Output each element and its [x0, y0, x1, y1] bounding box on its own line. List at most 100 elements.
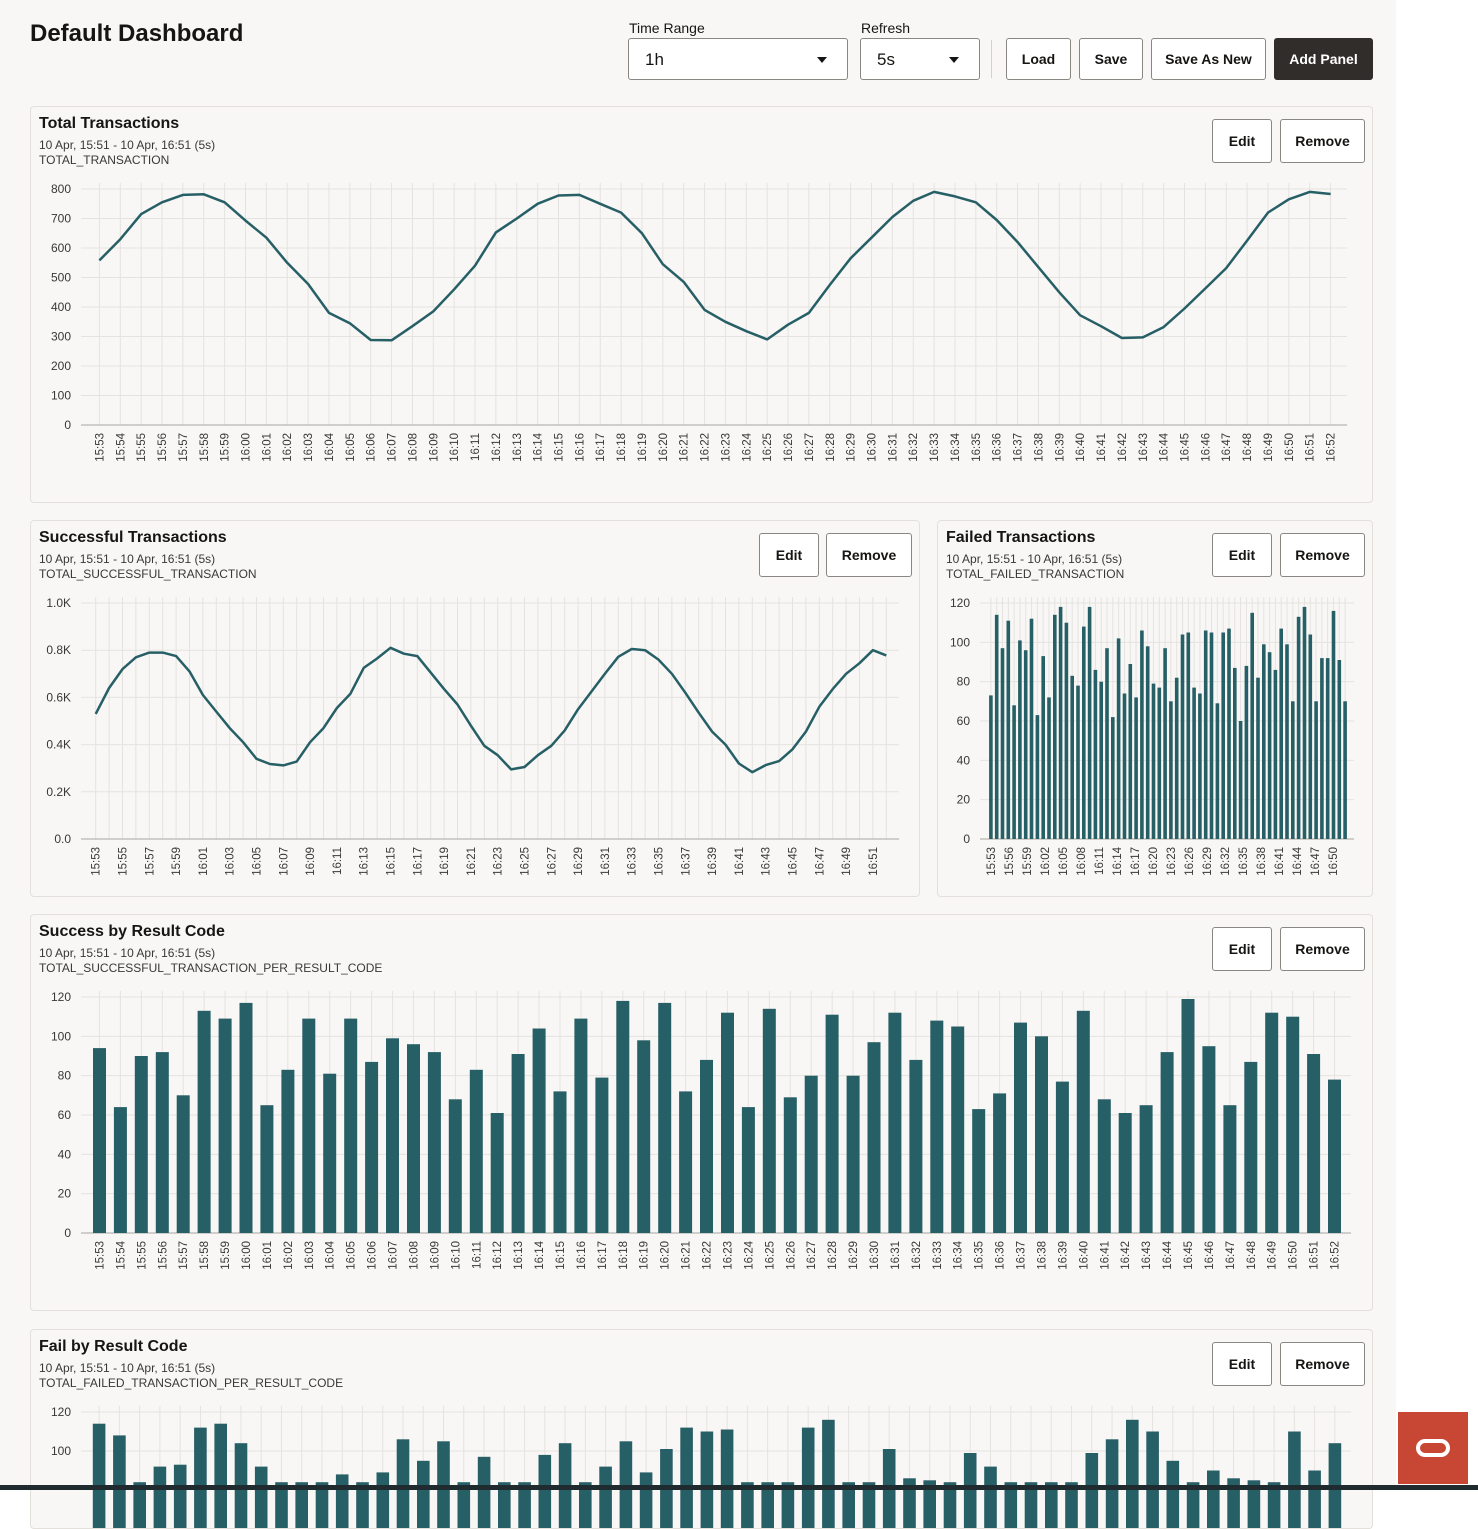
x-tick-label: 16:09	[428, 433, 440, 462]
x-tick-label: 16:20	[660, 1241, 672, 1270]
bar	[219, 1019, 232, 1233]
y-tick-label: 800	[51, 182, 71, 196]
x-tick-label: 15:57	[178, 1241, 190, 1270]
x-tick-label: 16:48	[1242, 433, 1254, 462]
x-tick-label: 15:59	[171, 847, 183, 876]
x-tick-label: 16:09	[305, 847, 317, 876]
x-tick-label: 16:49	[1263, 433, 1275, 462]
x-tick-label: 16:32	[1220, 847, 1232, 876]
time-range-select[interactable]: 1h	[628, 38, 848, 80]
load-button[interactable]: Load	[1006, 38, 1071, 80]
x-tick-label: 16:35	[1238, 847, 1250, 876]
bar	[428, 1052, 441, 1233]
bar	[909, 1060, 922, 1233]
time-range-label: Time Range	[629, 20, 705, 36]
x-tick-label: 16:26	[1184, 847, 1196, 876]
bar	[1338, 660, 1342, 839]
x-tick-label: 16:22	[702, 1241, 714, 1270]
bar	[802, 1428, 815, 1529]
bar	[1167, 1461, 1180, 1529]
panel-failed-transactions: Failed Transactions 10 Apr, 15:51 - 10 A…	[937, 520, 1373, 897]
bar	[1012, 705, 1016, 839]
bar	[1119, 1113, 1132, 1233]
x-tick-label: 16:50	[1328, 847, 1340, 876]
bar	[1256, 678, 1260, 839]
x-tick-label: 16:19	[439, 847, 451, 876]
x-tick-label: 16:44	[1162, 1240, 1174, 1269]
y-tick-label: 100	[51, 389, 71, 403]
bar	[1223, 1105, 1236, 1233]
y-tick-label: 0.8K	[46, 643, 71, 657]
series-line	[96, 648, 887, 772]
refresh-select[interactable]: 5s	[860, 38, 980, 80]
x-tick-label: 15:53	[986, 847, 998, 876]
bar	[156, 1052, 169, 1233]
x-tick-label: 16:52	[1326, 433, 1338, 462]
x-tick-label: 16:23	[493, 847, 505, 876]
x-tick-label: 16:05	[1058, 847, 1070, 876]
bar	[377, 1472, 390, 1529]
x-tick-label: 16:11	[470, 433, 482, 461]
x-tick-label: 16:02	[283, 1241, 295, 1270]
x-tick-label: 16:35	[654, 847, 666, 876]
x-tick-label: 16:47	[1310, 847, 1322, 876]
bar	[984, 1467, 997, 1529]
y-tick-label: 20	[58, 1187, 72, 1201]
x-tick-label: 16:13	[512, 433, 524, 462]
bar	[574, 1019, 587, 1233]
save-button[interactable]: Save	[1079, 38, 1143, 80]
bar	[1307, 1054, 1320, 1233]
x-tick-label: 16:40	[1078, 1241, 1090, 1270]
bar	[826, 1015, 839, 1233]
bar	[1018, 640, 1022, 839]
x-tick-label: 16:12	[491, 433, 503, 462]
x-tick-label: 16:24	[741, 432, 753, 461]
x-tick-label: 16:32	[911, 1241, 923, 1270]
x-tick-label: 16:05	[346, 1241, 358, 1270]
x-tick-label: 16:31	[890, 1241, 902, 1270]
x-tick-label: 16:30	[867, 433, 879, 462]
x-tick-label: 16:50	[1284, 433, 1296, 462]
refresh-value: 5s	[877, 50, 895, 69]
bar	[323, 1074, 336, 1233]
bar	[198, 1011, 211, 1233]
x-tick-label: 16:33	[932, 1241, 944, 1270]
x-tick-label: 16:38	[1256, 847, 1268, 876]
bar	[240, 1003, 253, 1233]
x-tick-label: 16:39	[1057, 1241, 1069, 1270]
bar	[847, 1076, 860, 1233]
bar	[1086, 1453, 1099, 1529]
bar	[1001, 648, 1005, 839]
bar	[763, 1009, 776, 1233]
x-tick-label: 16:16	[576, 1241, 588, 1270]
x-tick-label: 15:59	[1022, 847, 1034, 876]
bar	[1303, 607, 1307, 839]
y-tick-label: 0.0	[54, 832, 71, 846]
x-tick-label: 16:52	[1330, 1241, 1342, 1270]
bar	[135, 1056, 148, 1233]
bar	[1332, 611, 1336, 839]
bar	[491, 1113, 504, 1233]
x-tick-label: 16:07	[387, 433, 399, 462]
bar	[1204, 631, 1208, 840]
x-tick-label: 16:17	[595, 433, 607, 462]
bar	[302, 1019, 315, 1233]
x-tick-label: 16:47	[1221, 433, 1233, 462]
bar	[972, 1109, 985, 1233]
bar	[1053, 615, 1057, 839]
x-tick-label: 16:51	[1305, 433, 1317, 462]
bar	[1216, 703, 1220, 839]
bar	[1035, 1036, 1048, 1233]
bar	[1279, 629, 1283, 839]
oracle-assistant-button[interactable]	[1398, 1412, 1468, 1484]
bar	[1265, 1013, 1278, 1233]
bar	[417, 1461, 430, 1529]
save-as-new-button[interactable]: Save As New	[1151, 38, 1266, 80]
x-tick-label: 16:44	[1159, 432, 1171, 461]
add-panel-button[interactable]: Add Panel	[1274, 38, 1373, 80]
x-tick-label: 16:29	[846, 433, 858, 462]
bar	[1163, 648, 1167, 839]
bar	[1309, 635, 1313, 840]
panel-fail-by-result-code: Fail by Result Code 10 Apr, 15:51 - 10 A…	[30, 1329, 1373, 1529]
